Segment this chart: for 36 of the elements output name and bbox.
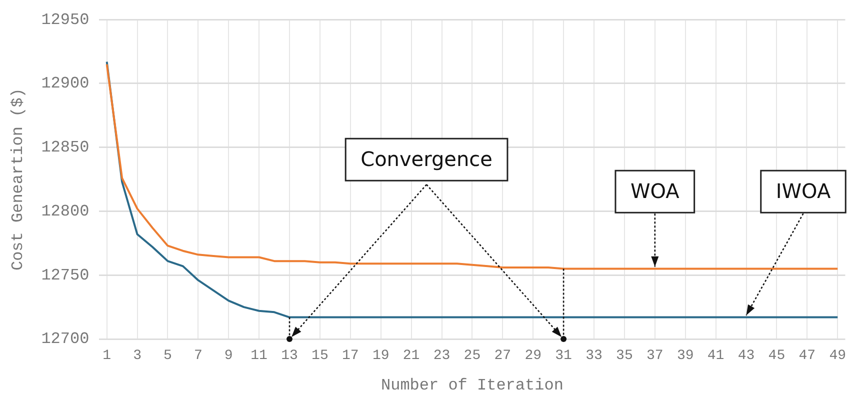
x-tick-label: 15	[312, 348, 328, 364]
x-tick-label: 9	[224, 348, 233, 364]
x-tick-label: 7	[194, 348, 202, 364]
x-tick-label: 43	[738, 348, 755, 364]
x-tick-label: 13	[281, 348, 298, 364]
annotation: WOA	[630, 178, 680, 203]
x-tick-label: 47	[798, 348, 816, 364]
x-tick-label: 49	[829, 348, 846, 364]
x-tick-label: 5	[164, 348, 172, 364]
x-tick-label: 23	[433, 348, 450, 364]
x-tick-label: 11	[250, 348, 268, 364]
x-tick-label: 35	[616, 348, 633, 364]
y-axis-title: Cost Geneartion ($)	[8, 88, 27, 271]
x-tick-label: 25	[464, 348, 481, 364]
x-tick-label: 27	[494, 348, 512, 364]
y-tick-label: 12750	[41, 266, 90, 284]
x-tick-label: 21	[402, 348, 420, 364]
x-axis-title: Number of Iteration	[380, 376, 564, 395]
x-tick-label: 19	[372, 348, 390, 364]
x-tick-label: 3	[133, 348, 142, 364]
y-tick-label: 12900	[41, 74, 90, 93]
y-tick-label: 12850	[41, 138, 90, 157]
y-tick-label: 12800	[41, 202, 90, 220]
x-tick-label: 31	[555, 348, 572, 364]
y-tick-label: 12950	[41, 10, 90, 29]
x-tick-label: 1	[102, 348, 112, 364]
x-tick-label: 45	[768, 348, 786, 364]
x-tick-label: 39	[676, 348, 694, 364]
x-tick-label: 37	[646, 348, 664, 364]
annotation: Convergence	[360, 146, 492, 171]
y-tick-label: 12700	[41, 330, 90, 348]
x-tick-label: 17	[342, 348, 359, 364]
x-tick-label: 33	[586, 348, 602, 364]
x-tick-label: 41	[707, 348, 724, 364]
x-tick-label: 29	[524, 348, 542, 364]
annotation: IWOA	[776, 178, 831, 203]
